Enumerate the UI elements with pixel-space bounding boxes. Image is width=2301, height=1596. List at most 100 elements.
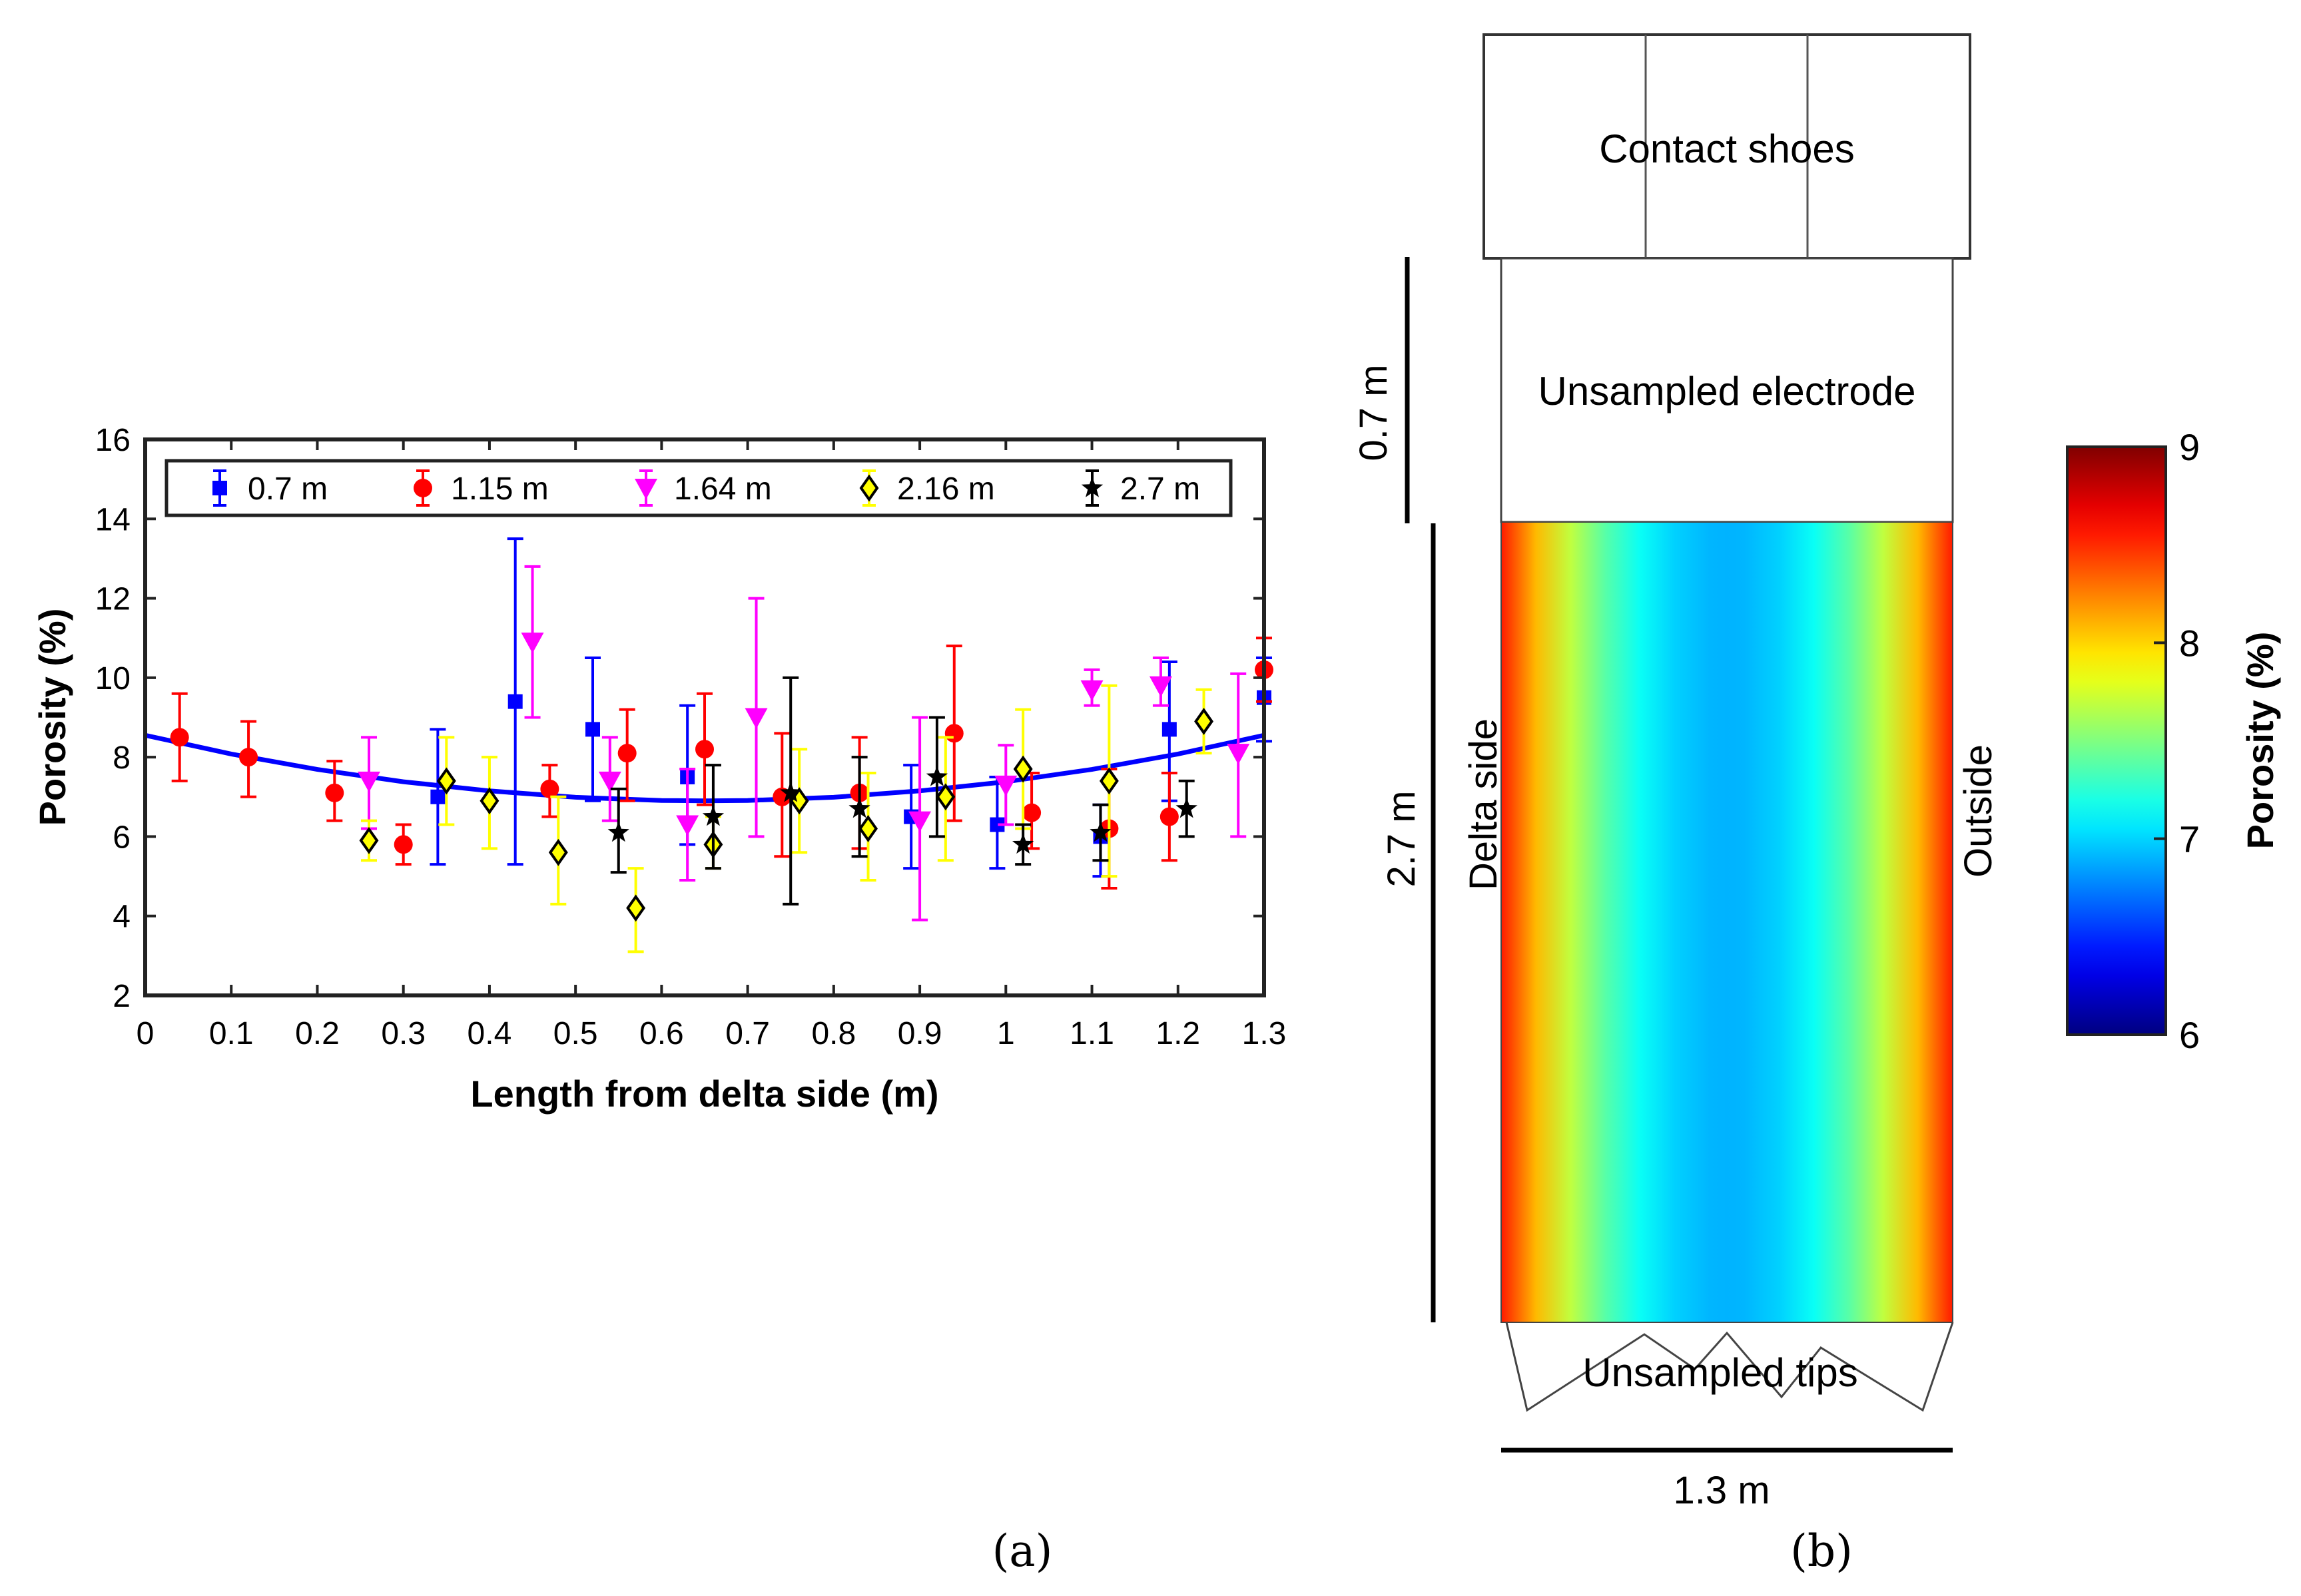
colorbar	[2066, 445, 2167, 1036]
x-tick-label: 0.2	[295, 1016, 340, 1051]
contact-shoes-label: Contact shoes	[1599, 127, 1855, 171]
data-point	[926, 766, 948, 786]
x-tick-label: 0.3	[381, 1016, 426, 1051]
data-point	[436, 767, 456, 795]
data-point	[1022, 803, 1042, 822]
x-tick-label: 0.6	[639, 1016, 684, 1051]
colorbar-ticks: 6 7 8 9	[2154, 426, 2200, 1056]
data-point	[908, 811, 932, 832]
panel-a: 0 0.1 0.2 0.3 0.4 0.5 0.6 0.7 0.8 0.9 1 1.1 1.2 1.3 2…	[31, 423, 1286, 1577]
data-point	[359, 826, 379, 854]
colorbar-tick-label: 8	[2179, 622, 2200, 664]
x-tick-label: 0.9	[898, 1016, 942, 1051]
data-point	[1194, 707, 1213, 735]
data-point	[170, 728, 189, 747]
y-tick-label: 12	[95, 582, 131, 617]
panel-b: Contact shoes Unsampled electrode Delta …	[1352, 33, 2281, 1577]
outside-label: Outside	[1957, 744, 2000, 878]
x-tick-label: 0	[137, 1016, 155, 1051]
legend-label: 1.64 m	[674, 471, 772, 507]
legend-items: 0.7 m 1.15 m 1.64 m 2.16 m 2.7 m	[212, 469, 1200, 507]
y-tick-label: 2	[113, 979, 131, 1014]
y-tick-label: 14	[95, 502, 131, 537]
delta-side-label: Delta side	[1462, 718, 1505, 890]
y-tick-label: 8	[113, 740, 131, 776]
data-point	[325, 783, 344, 802]
legend-label: 2.16 m	[897, 471, 995, 507]
colorbar-tick-label: 6	[2179, 1014, 2200, 1056]
colorbar-tick-label: 9	[2179, 426, 2200, 468]
x-tick-label: 1.1	[1070, 1016, 1114, 1051]
x-axis-ticks: 0 0.1 0.2 0.3 0.4 0.5 0.6 0.7 0.8 0.9 1 1.1 1.2 1.3	[137, 439, 1287, 1051]
data-point	[994, 775, 1018, 796]
y-axis-label: Porosity (%)	[31, 609, 73, 826]
legend-marker	[859, 474, 879, 502]
contact-shoes-box	[1482, 33, 1971, 260]
data-point	[695, 740, 714, 759]
legend-marker	[212, 481, 227, 495]
data-point	[617, 744, 637, 763]
dim-width-label: 1.3 m	[1673, 1469, 1770, 1512]
dim-top-label: 0.7 m	[1352, 364, 1395, 461]
data-point	[1013, 755, 1033, 783]
legend-label: 1.15 m	[451, 471, 549, 507]
x-tick-label: 1	[997, 1016, 1015, 1051]
legend: 0.7 m 1.15 m 1.64 m 2.16 m 2.7 m	[164, 459, 1233, 517]
data-point	[507, 694, 523, 709]
legend-item: 1.64 m	[635, 469, 772, 507]
x-tick-label: 1.2	[1155, 1016, 1200, 1051]
data-point	[239, 748, 258, 767]
data-point	[394, 835, 413, 854]
series-2-7-m	[607, 676, 1197, 906]
data-point	[521, 633, 544, 654]
data-point	[1099, 767, 1119, 795]
series-1-64-m	[358, 565, 1250, 922]
series-layer	[170, 537, 1273, 953]
legend-marker	[1081, 477, 1104, 497]
x-axis-label: Length from delta side (m)	[470, 1073, 938, 1115]
unsampled-electrode-box	[1500, 257, 1954, 523]
legend-marker	[414, 479, 432, 497]
x-tick-label: 0.1	[209, 1016, 254, 1051]
plot-frame	[143, 437, 1266, 997]
legend-item: 0.7 m	[212, 469, 328, 507]
x-tick-label: 1.3	[1242, 1016, 1287, 1051]
x-tick-label: 0.4	[468, 1016, 512, 1051]
data-point	[1159, 807, 1179, 826]
data-point	[936, 783, 956, 811]
legend-label: 2.7 m	[1120, 471, 1200, 507]
data-point	[607, 821, 629, 842]
unsampled-tips-outline	[1505, 1322, 1954, 1412]
data-point	[1090, 821, 1112, 842]
data-point	[702, 805, 725, 826]
data-point	[585, 722, 600, 737]
data-point	[1149, 676, 1172, 697]
legend-label: 0.7 m	[248, 471, 328, 507]
data-point	[480, 787, 499, 815]
data-point	[540, 779, 559, 798]
data-point	[430, 789, 446, 804]
data-point	[1012, 833, 1034, 854]
data-point	[1080, 680, 1104, 701]
y-tick-label: 4	[113, 900, 131, 935]
panel-b-label: (b)	[1790, 1525, 1853, 1577]
data-point	[548, 838, 568, 866]
colorbar-tick-label: 7	[2179, 818, 2200, 860]
data-point	[358, 771, 380, 792]
unsampled-electrode-label: Unsampled electrode	[1538, 369, 1916, 413]
y-tick-label: 10	[95, 661, 131, 696]
x-tick-label: 0.5	[553, 1016, 598, 1051]
legend-item: 1.15 m	[414, 469, 549, 507]
series-2-16-m	[359, 684, 1213, 953]
legend-box	[164, 459, 1233, 517]
legend-item: 2.7 m	[1081, 469, 1200, 507]
colorbar-label: Porosity (%)	[2239, 632, 2281, 850]
panel-a-label: (a)	[992, 1525, 1053, 1577]
data-point	[944, 724, 964, 743]
data-point	[858, 815, 878, 842]
porosity-map	[1500, 521, 1953, 1323]
data-point	[676, 815, 699, 836]
data-point	[1175, 797, 1197, 818]
y-tick-label: 6	[113, 820, 131, 855]
